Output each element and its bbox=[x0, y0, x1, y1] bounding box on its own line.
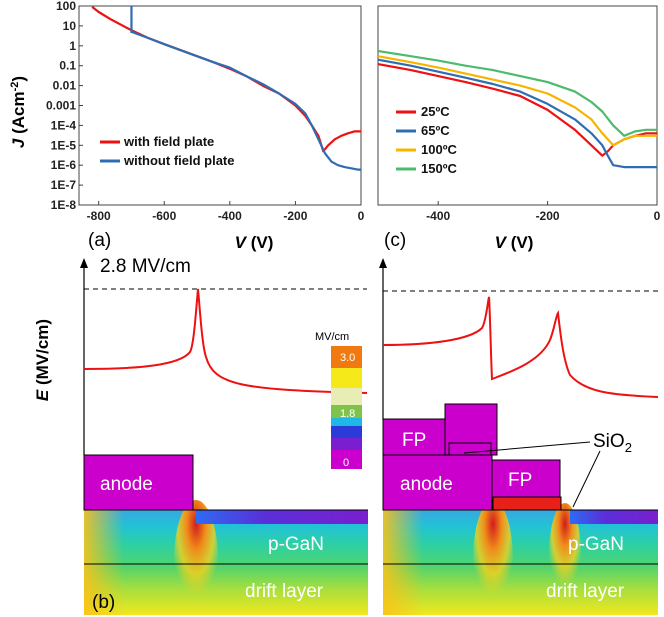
x-tick-label: -600 bbox=[152, 209, 176, 223]
field-hotspot-right-2 bbox=[549, 503, 581, 607]
y-tick-label: 1E-5 bbox=[51, 138, 77, 152]
chart-c-x-label: V (V) bbox=[495, 233, 534, 252]
oxide-pointer-2 bbox=[572, 450, 601, 508]
series-line-2 bbox=[377, 55, 657, 147]
y-tick-label: 100 bbox=[56, 0, 76, 13]
x-tick-label: -400 bbox=[218, 209, 242, 223]
colorbar-label-3: 3.0 bbox=[340, 352, 355, 364]
colorbar: MV/cm 3.0 1.8 0 bbox=[315, 331, 362, 469]
field-hotspot-left bbox=[174, 500, 218, 617]
legend-150c: 150ºC bbox=[421, 161, 457, 176]
anode-right bbox=[382, 454, 493, 511]
chart-c-frame bbox=[377, 5, 658, 206]
y-tick-label: 1 bbox=[69, 39, 76, 53]
panel-label-b: (b) bbox=[92, 592, 115, 613]
fp1-inner-right bbox=[448, 442, 492, 456]
y-tick-label: 0.01 bbox=[53, 79, 77, 93]
e-axis-left-arrow bbox=[80, 258, 88, 268]
chart-c: -400 -200 0 V (V) (c) 25ºC 65ºC 100ºC 150º… bbox=[377, 5, 661, 252]
device-right: FP FP anode p-GaN drift layer SiO2 bbox=[382, 403, 658, 617]
x-tick-label: -200 bbox=[283, 209, 307, 223]
oxide-right bbox=[492, 496, 562, 511]
chart-c-legend: 25ºC 65ºC 100ºC 150ºC bbox=[396, 104, 457, 176]
series-line-1 bbox=[131, 30, 361, 171]
chart-a-legend: with field plate without field plate bbox=[100, 134, 235, 168]
y-tick-label: 0.1 bbox=[59, 59, 76, 73]
fp2-label: FP bbox=[508, 470, 532, 491]
pgan-right-label: p-GaN bbox=[568, 534, 624, 555]
device-left: anode p-GaN drift layer (b) bbox=[83, 454, 368, 617]
y-tick-label: 1E-7 bbox=[51, 178, 77, 192]
bottom-right-panel: FP FP anode p-GaN drift layer SiO2 bbox=[379, 258, 659, 617]
y-tick-label: 0.001 bbox=[46, 99, 76, 113]
x-tick-label: -800 bbox=[87, 209, 111, 223]
drift-right-label: drift layer bbox=[546, 581, 625, 602]
chart-a-x-label: V (V) bbox=[235, 233, 274, 252]
oxide-pointer-1 bbox=[463, 441, 591, 454]
x-tick-label: 0 bbox=[358, 209, 365, 223]
x-tick-label: -400 bbox=[426, 209, 450, 223]
e-axis-label: E (MV/cm) bbox=[33, 319, 52, 401]
e-profile-right bbox=[382, 296, 659, 398]
pgan-left-label: p-GaN bbox=[268, 534, 324, 555]
e-profile-left bbox=[83, 288, 368, 394]
fp1-right bbox=[382, 418, 446, 456]
series-line-3 bbox=[377, 49, 657, 137]
field-warm-left bbox=[84, 510, 124, 615]
field-region-right bbox=[383, 510, 658, 615]
e-axis-right-arrow bbox=[379, 258, 387, 268]
field-region-left bbox=[84, 510, 368, 615]
colorbar-unit: MV/cm bbox=[315, 331, 349, 343]
chart-a-y-label: J (Acm-2) bbox=[9, 76, 28, 148]
legend-with-field-plate: with field plate bbox=[123, 134, 214, 149]
panel-label-a: (a) bbox=[88, 230, 111, 251]
oxide-label: SiO2 bbox=[593, 431, 632, 455]
y-tick-label: 1E-8 bbox=[51, 198, 77, 212]
legend-65c: 65ºC bbox=[421, 123, 450, 138]
colorbar-label-18: 1.8 bbox=[340, 408, 355, 420]
panel-label-c: (c) bbox=[384, 230, 406, 251]
series-line-0 bbox=[377, 63, 657, 157]
legend-25c: 25ºC bbox=[421, 104, 450, 119]
x-tick-label: -200 bbox=[536, 209, 560, 223]
field-warm-right bbox=[383, 510, 423, 615]
max-field-label: 2.8 MV/cm bbox=[100, 256, 191, 277]
bottom-left-panel: 2.8 MV/cm E (MV/cm) anode p-GaN drift la… bbox=[33, 256, 368, 617]
chart-a-frame bbox=[78, 5, 362, 206]
anode-left-label: anode bbox=[100, 474, 153, 495]
fp2-right bbox=[491, 459, 561, 498]
field-hotspot-right-1 bbox=[473, 500, 513, 617]
chart-a: 100 10 1 0.1 0.01 0.001 1E-4 1E-5 1E-6 1E-7 1E-8 -… bbox=[9, 0, 365, 252]
colorbar-label-0: 0 bbox=[343, 457, 349, 469]
drift-left-label: drift layer bbox=[245, 581, 324, 602]
anode-right-label: anode bbox=[400, 474, 453, 495]
y-tick-label: 1E-4 bbox=[51, 118, 77, 132]
pgan-top-right bbox=[570, 510, 658, 524]
x-tick-label: 0 bbox=[654, 209, 661, 223]
fp1-label: FP bbox=[402, 430, 426, 451]
anode-left bbox=[83, 454, 194, 511]
legend-100c: 100ºC bbox=[421, 142, 457, 157]
legend-without-field-plate: without field plate bbox=[123, 153, 235, 168]
series-line-1 bbox=[377, 58, 657, 169]
y-tick-label: 10 bbox=[63, 19, 77, 33]
pgan-top-left bbox=[196, 510, 368, 524]
y-tick-label: 1E-6 bbox=[51, 158, 77, 172]
